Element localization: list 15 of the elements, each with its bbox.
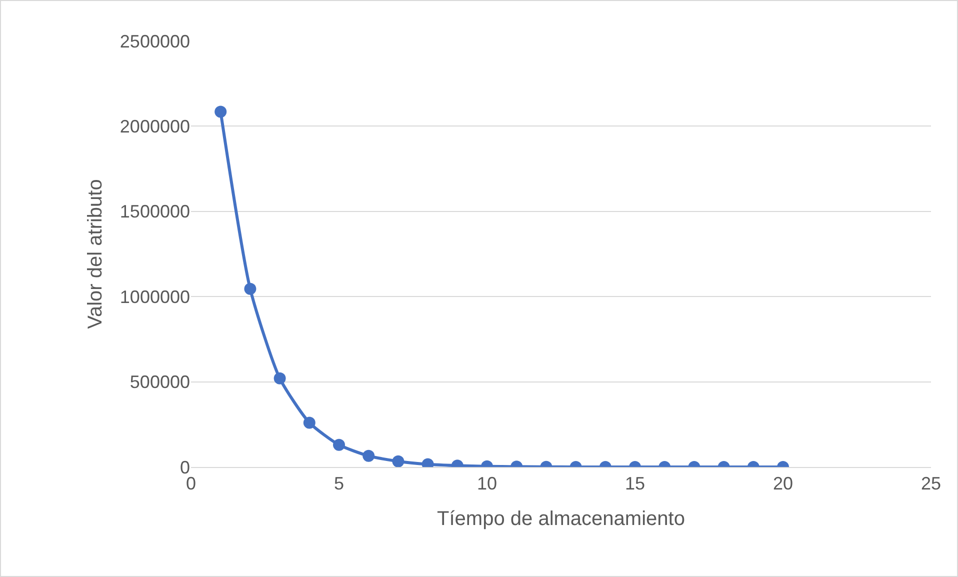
x-tick-label: 10 [476, 474, 498, 494]
x-tick-label: 25 [920, 474, 942, 494]
y-tick-label: 1500000 [120, 202, 190, 222]
y-tick-label: 500000 [130, 372, 190, 392]
y-tick-label: 2000000 [120, 116, 190, 136]
y-tick-label: 2500000 [120, 31, 190, 52]
y-tick-label: 1000000 [120, 286, 190, 307]
x-tick-label: 20 [772, 474, 794, 494]
y-tick-label: 0 [180, 457, 190, 478]
point [214, 106, 227, 118]
x-axis-title: Tíempo de almacenamiento [437, 508, 685, 530]
x-tick-label: 5 [334, 474, 344, 494]
x-tick-label: 15 [624, 474, 646, 494]
y-axis-title: Valor del atributo [84, 179, 106, 329]
point [244, 282, 256, 295]
